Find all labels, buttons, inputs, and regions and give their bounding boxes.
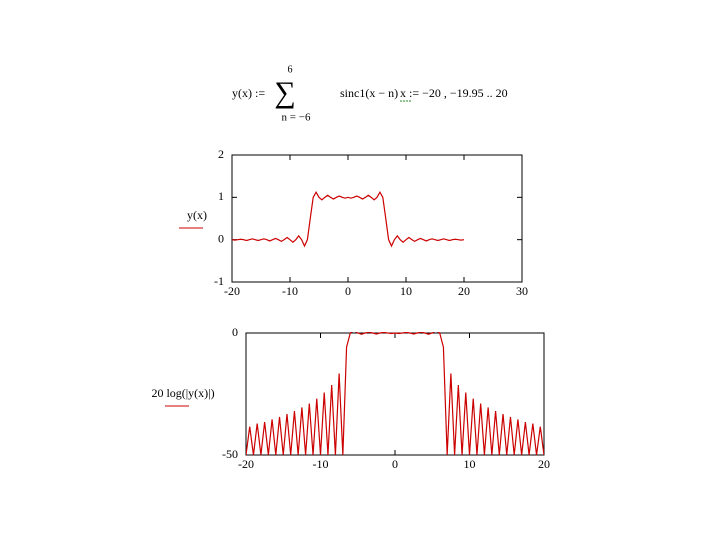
y-tick-label: -1 (214, 274, 224, 288)
y-tick-label: -50 (222, 447, 238, 461)
x-tick-label: -10 (313, 457, 329, 471)
formula: y(x) := 6 ∑ n = −6 sinc1(x − n) x := −20… (232, 64, 508, 123)
x-tick-label: 0 (392, 457, 398, 471)
x-tick-label: -20 (224, 284, 240, 298)
y-tick-label: 2 (218, 147, 224, 161)
y-tick-label: 0 (232, 325, 238, 339)
x-tick-label: 30 (516, 284, 528, 298)
plot-frame (245, 332, 545, 456)
x-tick-label: 0 (345, 284, 351, 298)
y-tick-label: 1 (218, 189, 224, 203)
x-tick-label: 10 (464, 457, 476, 471)
sum-sign: ∑ (274, 76, 295, 109)
plot-frame (231, 154, 523, 283)
sum-upper: 6 (288, 64, 293, 75)
series-line (232, 191, 465, 248)
series-line (246, 332, 544, 456)
y-tick-label: 0 (218, 231, 224, 245)
y-axis-label: y(x) (187, 208, 207, 222)
formula-term: sinc1(x − n) (340, 86, 398, 100)
x-tick-label: -20 (238, 457, 254, 471)
x-tick-label: 20 (458, 284, 470, 298)
sum-lower: n = −6 (282, 112, 311, 124)
x-tick-label: -10 (282, 284, 298, 298)
formula-range: x := −20 , −19.95 .. 20 (400, 86, 508, 100)
x-tick-label: 10 (400, 284, 412, 298)
formula-lhs: y(x) := (232, 86, 265, 100)
y-axis-label: 20 log(|y(x)|) (151, 386, 214, 400)
plot: -20 -10 0 10 20 -50 0 20 log(|y(x)|) (151, 325, 550, 471)
x-tick-label: 20 (538, 457, 550, 471)
